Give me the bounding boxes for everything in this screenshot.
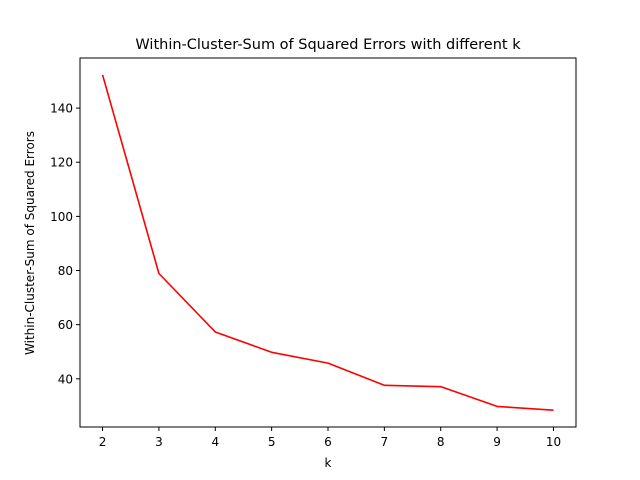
series-layer	[100, 72, 556, 413]
x-tick-label: 6	[324, 435, 332, 449]
y-tick-label: 100	[50, 210, 73, 224]
x-tick-label: 10	[546, 435, 561, 449]
data-point	[156, 271, 161, 276]
y-axis-ticks: 40 60 80 100 120 140	[50, 102, 80, 386]
y-tick-label: 40	[58, 372, 73, 386]
x-axis-label: k	[325, 456, 332, 470]
x-tick-label: 2	[99, 435, 107, 449]
plot-frame	[79, 57, 577, 428]
chart-title: Within-Cluster-Sum of Squared Errors wit…	[135, 37, 521, 53]
data-point	[438, 384, 443, 389]
data-point	[269, 350, 274, 355]
data-point	[326, 361, 331, 366]
x-tick-label: 4	[211, 435, 219, 449]
x-tick-label: 3	[155, 435, 163, 449]
data-point	[495, 404, 500, 409]
data-point	[551, 408, 556, 413]
y-tick-label: 120	[50, 156, 73, 170]
x-tick-label: 8	[437, 435, 445, 449]
data-point	[382, 383, 387, 388]
y-tick-label: 140	[50, 102, 73, 116]
y-axis-label: Within-Cluster-Sum of Squared Errors	[23, 131, 37, 355]
x-tick-label: 5	[268, 435, 276, 449]
data-point	[100, 72, 105, 77]
x-tick-label: 7	[381, 435, 389, 449]
y-tick-label: 60	[58, 318, 73, 332]
data-point	[213, 329, 218, 334]
series-line	[101, 74, 554, 412]
x-axis-ticks: 2 3 4 5 6 7 8 9 10	[99, 427, 561, 449]
x-tick-label: 9	[493, 435, 501, 449]
y-tick-label: 80	[58, 264, 73, 278]
